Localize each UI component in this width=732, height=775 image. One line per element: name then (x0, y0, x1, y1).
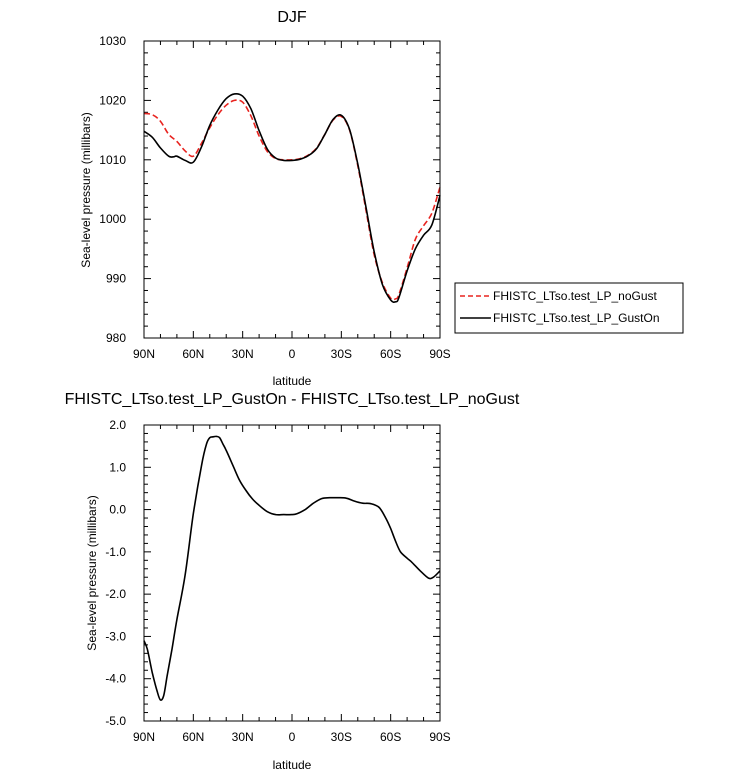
y-tick-label: 2.0 (109, 418, 126, 432)
legend: FHISTC_LTso.test_LP_noGust FHISTC_LTso.t… (454, 282, 684, 334)
series-line-0-1 (143, 92, 441, 303)
chart-top: DJF 980 990 1000 1010 1020 1030 90N 60N 30N 0 30S… (79, 9, 451, 388)
legend-box (454, 282, 684, 334)
x-tick-label: 0 (289, 347, 296, 361)
series-line-1-0 (143, 435, 441, 701)
chart-top-title: DJF (277, 9, 307, 26)
x-tick-label: 90S (429, 347, 450, 361)
y-tick-label: 990 (106, 272, 126, 286)
chart-top-xlabel: latitude (273, 374, 312, 388)
chart-top-series (143, 92, 441, 303)
y-tick-label: 1030 (99, 34, 126, 48)
chart-bottom-xticklabels: 90N 60N 30N 0 30S 60S 90S (133, 730, 451, 744)
x-tick-label: 60N (182, 347, 204, 361)
chart-bottom-series (143, 435, 441, 701)
legend-label-nogust: FHISTC_LTso.test_LP_noGust (493, 289, 658, 303)
series-line-0-0 (143, 99, 441, 301)
x-tick-label: 30N (232, 730, 254, 744)
x-tick-label: 30S (331, 730, 352, 744)
y-tick-label: -3.0 (105, 629, 126, 643)
x-tick-label: 30S (331, 347, 352, 361)
x-tick-label: 90N (133, 347, 155, 361)
y-tick-label: -1.0 (105, 545, 126, 559)
chart-bottom-title: FHISTC_LTso.test_LP_GustOn - FHISTC_LTso… (65, 391, 520, 408)
y-tick-label: 1000 (99, 212, 126, 226)
chart-bottom-xlabel: latitude (273, 758, 312, 772)
y-tick-label: 1020 (99, 93, 126, 107)
x-tick-label: 60S (380, 347, 401, 361)
y-tick-label: 1.0 (109, 460, 126, 474)
x-tick-label: 30N (232, 347, 254, 361)
y-tick-label: 0.0 (109, 503, 126, 517)
chart-bottom-frame (143, 424, 441, 722)
y-tick-label: 980 (106, 331, 126, 345)
chart-bottom-ticks (143, 424, 441, 722)
chart-top-ticks (143, 40, 441, 339)
x-tick-label: 90S (429, 730, 450, 744)
x-tick-label: 60N (182, 730, 204, 744)
x-tick-label: 60S (380, 730, 401, 744)
chart-top-ylabel: Sea-level pressure (millibars) (79, 112, 93, 267)
x-tick-label: 0 (289, 730, 296, 744)
y-tick-label: -5.0 (105, 714, 126, 728)
legend-label-guston: FHISTC_LTso.test_LP_GustOn (493, 311, 660, 325)
chart-top-xticklabels: 90N 60N 30N 0 30S 60S 90S (133, 347, 451, 361)
chart-bottom-yticklabels: -5.0 -4.0 -3.0 -2.0 -1.0 0.0 1.0 2.0 (105, 418, 126, 728)
chart-bottom: FHISTC_LTso.test_LP_GustOn - FHISTC_LTso… (65, 391, 520, 772)
y-tick-label: 1010 (99, 153, 126, 167)
chart-bottom-ylabel: Sea-level pressure (millibars) (85, 495, 99, 650)
x-tick-label: 90N (133, 730, 155, 744)
y-tick-label: -2.0 (105, 587, 126, 601)
chart-top-frame (143, 40, 441, 339)
chart-top-yticklabels: 980 990 1000 1010 1020 1030 (99, 34, 126, 345)
y-tick-label: -4.0 (105, 672, 126, 686)
